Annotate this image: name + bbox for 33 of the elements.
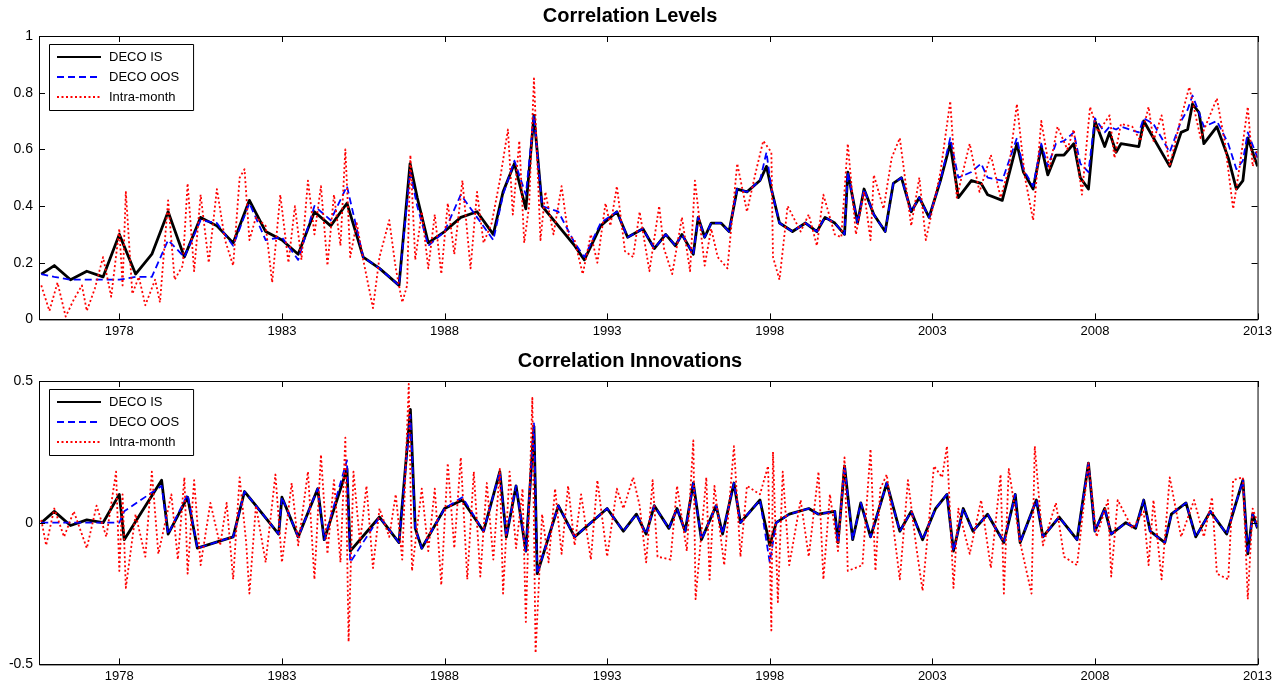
x-tick-label: 2013 (1243, 322, 1272, 338)
x-tick-label: 1978 (104, 322, 134, 338)
x-tick-label: 1988 (430, 322, 459, 338)
x-tick-label: 2003 (917, 322, 947, 338)
x-tick-label: 1993 (592, 667, 622, 683)
legend-label: DECO IS (109, 48, 163, 64)
y-tick-label: 0.2 (13, 253, 34, 270)
x-tick-label: 2003 (917, 667, 947, 683)
x-tick-label: 1998 (755, 667, 785, 683)
x-tick-label: 1988 (430, 667, 459, 683)
y-tick-label: 0 (25, 310, 34, 327)
y-tick-label: 1 (25, 26, 34, 43)
legend-label: Intra-month (109, 88, 176, 104)
x-tick-label: 2008 (1080, 667, 1110, 683)
x-tick-label: 1978 (104, 667, 134, 683)
y-tick-label: 0.5 (13, 371, 34, 388)
x-tick-label: 1983 (267, 322, 297, 338)
x-tick-label: 2013 (1243, 667, 1272, 683)
x-tick-label: 1983 (267, 667, 297, 683)
y-tick-label: 0.4 (13, 196, 34, 213)
chart-title: Correlation Innovations (517, 348, 743, 371)
y-tick-label: 0 (25, 513, 34, 530)
x-tick-label: 2008 (1080, 322, 1110, 338)
y-tick-label: -0.5 (8, 655, 34, 672)
y-tick-label: 0.6 (13, 140, 34, 157)
legend-label: Intra-month (109, 433, 176, 449)
legend-label: DECO OOS (109, 413, 180, 429)
x-tick-label: 1993 (592, 322, 622, 338)
legend-label: DECO IS (109, 393, 163, 409)
chart-title: Correlation Levels (542, 3, 718, 26)
x-tick-label: 1998 (755, 322, 785, 338)
y-tick-label: 0.8 (13, 83, 34, 100)
legend-label: DECO OOS (109, 68, 180, 84)
